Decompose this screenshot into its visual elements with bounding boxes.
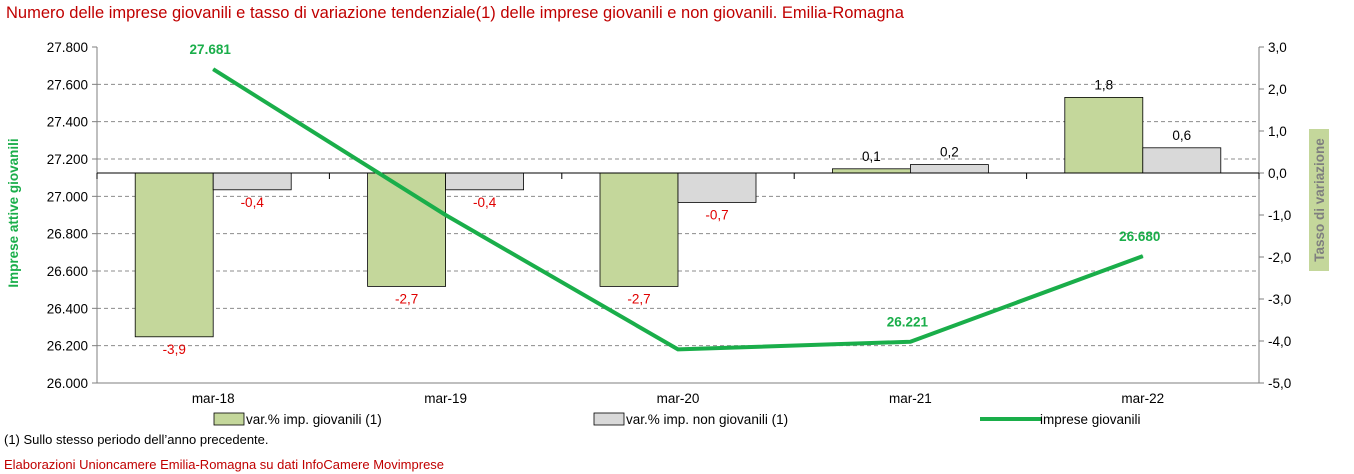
line-point: [909, 341, 911, 343]
bar-label: -2,7: [395, 291, 418, 306]
line-label: 27.681: [190, 42, 232, 57]
bar: [832, 168, 911, 174]
right-tick-label: 3,0: [1268, 40, 1287, 55]
right-tick-label: -3,0: [1268, 292, 1291, 307]
line-point: [212, 68, 214, 70]
legend: var.% imp. giovanili (1) var.% imp. non g…: [213, 412, 1141, 427]
bar-label: -2,7: [627, 291, 650, 306]
left-tick-label: 27.000: [47, 189, 88, 204]
category-label: mar-18: [192, 391, 235, 406]
left-tick-label: 26.400: [47, 301, 88, 316]
category-label: mar-20: [657, 391, 700, 406]
bar: [445, 172, 525, 191]
bar: [677, 172, 757, 203]
right-axis-title-bg: [1309, 129, 1329, 271]
line-point: [677, 348, 679, 350]
combo-chart: 26.000 26.200 26.400 26.600 26.800 27.000 27.2…: [6, 40, 1329, 427]
line-series: [212, 67, 1144, 352]
line-point: [1142, 255, 1144, 257]
left-tick-label: 27.200: [47, 152, 88, 167]
bar-label: -3,9: [163, 342, 186, 357]
bar: [134, 172, 214, 338]
right-tick-label: -4,0: [1268, 334, 1291, 349]
bar: [1142, 147, 1222, 174]
bar-label: -0,4: [241, 195, 265, 210]
category-label: mar-22: [1121, 391, 1164, 406]
category-label: mar-21: [889, 391, 932, 406]
right-tick-label: -2,0: [1268, 250, 1291, 265]
bar: [1064, 97, 1144, 174]
bar: [599, 172, 679, 287]
line-label: 26.221: [887, 315, 929, 330]
legend-label: var.% imp. giovanili (1): [246, 412, 382, 427]
legend-swatch: [213, 412, 245, 426]
bar-label: 0,6: [1172, 128, 1191, 143]
right-tick-label: 1,0: [1268, 124, 1287, 139]
line-point: [445, 214, 447, 216]
left-tick-label: 26.600: [47, 264, 88, 279]
category-label: mar-19: [424, 391, 467, 406]
bar-label: 0,1: [862, 149, 881, 164]
right-axis-title: Tasso di variazione: [1312, 138, 1327, 262]
left-tick-label: 26.800: [47, 227, 88, 242]
left-axis-title: Imprese attive giovanili: [6, 138, 21, 287]
line-label: 26.680: [1119, 229, 1160, 244]
bar-label: 1,8: [1094, 77, 1113, 92]
left-tick-label: 26.000: [47, 376, 88, 391]
bar: [910, 164, 989, 174]
legend-label: imprese giovanili: [1040, 412, 1141, 427]
data-labels: -3,9 -2,7 -2,7 0,1 1,8 -0,4 -0,4 -0,7 0,2 0,6 27.6…: [163, 42, 1192, 357]
left-tick-label: 27.400: [47, 115, 88, 130]
bars: [134, 97, 1222, 338]
right-tick-label: -5,0: [1268, 376, 1291, 391]
bar-label: 0,2: [940, 145, 959, 160]
right-tick-label: -1,0: [1268, 208, 1291, 223]
axes: 26.000 26.200 26.400 26.600 26.800 27.000 27.2…: [6, 40, 1329, 406]
legend-swatch: [593, 412, 625, 426]
right-tick-label: 0,0: [1268, 166, 1287, 181]
legend-label: var.% imp. non giovanili (1): [626, 412, 788, 427]
right-tick-label: 2,0: [1268, 82, 1287, 97]
bar-label: -0,4: [473, 195, 497, 210]
bar: [212, 172, 292, 191]
left-tick-label: 27.600: [47, 77, 88, 92]
left-tick-label: 26.200: [47, 339, 88, 354]
footnote: (1) Sullo stesso periodo dell’anno prece…: [4, 432, 269, 447]
source-note: Elaborazioni Unioncamere Emilia-Romagna …: [4, 457, 445, 472]
bar-label: -0,7: [705, 207, 728, 222]
chart-title: Numero delle imprese giovanili e tasso d…: [6, 4, 904, 22]
left-tick-label: 27.800: [47, 40, 88, 55]
